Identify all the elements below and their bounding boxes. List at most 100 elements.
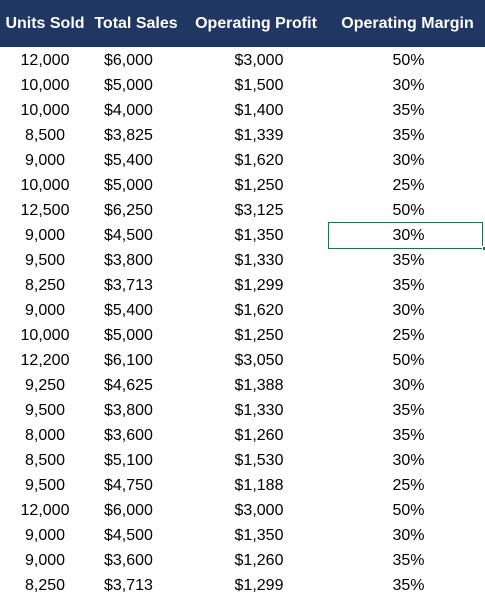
cell-total-sales[interactable]: $6,000 [104, 52, 153, 69]
cell-operating-margin[interactable]: 30% [392, 302, 425, 319]
cell-total-sales[interactable]: $4,625 [104, 377, 153, 394]
cell-total-sales[interactable]: $3,600 [104, 427, 153, 444]
cell-operating-profit[interactable]: $1,350 [234, 227, 284, 244]
cell-units-sold[interactable]: 12,500 [20, 202, 70, 219]
cell-operating-profit[interactable]: $1,260 [234, 427, 284, 444]
cell-total-sales[interactable]: $4,000 [104, 102, 153, 119]
cell-operating-margin[interactable]: 25% [392, 477, 425, 494]
cell-units-sold[interactable]: 8,250 [24, 277, 66, 294]
cell-units-sold[interactable]: 10,000 [20, 177, 70, 194]
cell-operating-margin[interactable]: 50% [392, 352, 425, 369]
cell-operating-profit[interactable]: $1,260 [234, 552, 284, 569]
cell-units-sold[interactable]: 9,000 [24, 227, 66, 244]
cell-units-sold[interactable]: 8,500 [24, 452, 66, 469]
cell-operating-profit[interactable]: $3,050 [234, 352, 284, 369]
cell-units-sold[interactable]: 12,000 [20, 502, 70, 519]
cell-operating-margin[interactable]: 35% [392, 552, 425, 569]
cell-units-sold[interactable]: 9,500 [24, 477, 66, 494]
cell-operating-margin[interactable]: 50% [392, 202, 425, 219]
cell-total-sales[interactable]: $5,000 [104, 327, 153, 344]
cell-operating-margin[interactable]: 30% [392, 452, 425, 469]
table-row: 9,500 $3,800 $1,330 35% [0, 398, 485, 423]
cell-units-sold[interactable]: 10,000 [20, 77, 70, 94]
cell-operating-margin[interactable]: 35% [392, 577, 425, 594]
cell-operating-margin[interactable]: 35% [392, 102, 425, 119]
cell-total-sales[interactable]: $4,500 [104, 227, 153, 244]
table-row: 10,000 $5,000 $1,250 25% [0, 323, 485, 348]
header-total-sales[interactable]: Total Sales [94, 15, 178, 32]
cell-units-sold[interactable]: 9,250 [24, 377, 66, 394]
cell-total-sales[interactable]: $5,100 [104, 452, 153, 469]
cell-operating-profit[interactable]: $1,188 [234, 477, 284, 494]
cell-units-sold[interactable]: 8,000 [24, 427, 66, 444]
cell-total-sales[interactable]: $3,713 [104, 277, 153, 294]
table-row: 12,000 $6,000 $3,000 50% [0, 48, 485, 73]
cell-operating-margin[interactable]: 30% [392, 152, 425, 169]
cell-total-sales[interactable]: $5,000 [104, 77, 153, 94]
cell-operating-profit[interactable]: $1,350 [234, 527, 284, 544]
cell-total-sales[interactable]: $3,713 [104, 577, 153, 594]
cell-operating-margin[interactable]: 35% [392, 252, 425, 269]
cell-operating-profit[interactable]: $1,330 [234, 252, 284, 269]
cell-total-sales[interactable]: $3,600 [104, 552, 153, 569]
cell-operating-profit[interactable]: $1,330 [234, 402, 284, 419]
cell-operating-profit[interactable]: $1,299 [234, 277, 284, 294]
cell-total-sales[interactable]: $6,100 [104, 352, 153, 369]
cell-units-sold[interactable]: 12,200 [20, 352, 70, 369]
cell-units-sold[interactable]: 8,500 [24, 127, 66, 144]
cell-operating-margin[interactable]: 35% [392, 427, 425, 444]
selected-cell-operating-margin[interactable]: 30% [328, 222, 485, 251]
table-row: 9,000 $3,600 $1,260 35% [0, 548, 485, 573]
cell-operating-margin[interactable]: 25% [392, 177, 425, 194]
table-row: 9,000 $4,500 $1,350 30% [0, 523, 485, 548]
header-operating-margin[interactable]: Operating Margin [341, 15, 474, 32]
cell-operating-profit[interactable]: $1,400 [234, 102, 284, 119]
cell-operating-profit[interactable]: $1,530 [234, 452, 284, 469]
cell-units-sold[interactable]: 9,500 [24, 402, 66, 419]
cell-operating-profit[interactable]: $3,125 [234, 202, 284, 219]
cell-units-sold[interactable]: 8,250 [24, 577, 66, 594]
cell-operating-profit[interactable]: $1,250 [234, 177, 284, 194]
cell-operating-margin[interactable]: 35% [392, 127, 425, 144]
cell-operating-margin[interactable]: 30% [392, 377, 425, 394]
cell-operating-profit[interactable]: $3,000 [234, 52, 284, 69]
cell-units-sold[interactable]: 9,500 [24, 252, 66, 269]
cell-operating-profit[interactable]: $1,620 [234, 302, 284, 319]
cell-operating-profit[interactable]: $1,339 [234, 127, 284, 144]
cell-operating-margin[interactable]: 35% [392, 402, 425, 419]
cell-total-sales[interactable]: $5,400 [104, 152, 153, 169]
cell-operating-profit[interactable]: $3,000 [234, 502, 284, 519]
cell-units-sold[interactable]: 10,000 [20, 327, 70, 344]
cell-units-sold[interactable]: 9,000 [24, 302, 66, 319]
cell-operating-profit[interactable]: $1,250 [234, 327, 284, 344]
cell-total-sales[interactable]: $4,750 [104, 477, 153, 494]
cell-operating-profit[interactable]: $1,620 [234, 152, 284, 169]
cell-units-sold[interactable]: 12,000 [20, 52, 70, 69]
cell-operating-profit[interactable]: $1,388 [234, 377, 284, 394]
cell-operating-margin[interactable]: 35% [392, 277, 425, 294]
header-units-sold[interactable]: Units Sold [5, 15, 85, 32]
cell-total-sales[interactable]: $4,500 [104, 527, 153, 544]
cell-operating-margin[interactable]: 50% [392, 502, 425, 519]
cell-operating-margin[interactable]: 30% [392, 77, 425, 94]
cell-total-sales[interactable]: $6,000 [104, 502, 153, 519]
cell-operating-profit[interactable]: $1,299 [234, 577, 284, 594]
cell-total-sales[interactable]: $3,800 [104, 252, 153, 269]
cell-total-sales[interactable]: $6,250 [104, 202, 153, 219]
cell-units-sold[interactable]: 9,000 [24, 152, 66, 169]
cell-total-sales[interactable]: $3,800 [104, 402, 153, 419]
cell-operating-margin[interactable]: 30% [392, 527, 425, 544]
table-row: 8,000 $3,600 $1,260 35% [0, 423, 485, 448]
cell-units-sold[interactable]: 10,000 [20, 102, 70, 119]
cell-operating-margin[interactable]: 50% [392, 52, 425, 69]
cell-operating-margin[interactable]: 25% [392, 327, 425, 344]
header-operating-profit[interactable]: Operating Profit [195, 15, 317, 32]
cell-total-sales[interactable]: $3,825 [104, 127, 153, 144]
cell-units-sold[interactable]: 9,000 [24, 552, 66, 569]
cell-units-sold[interactable]: 9,000 [24, 527, 66, 544]
cell-total-sales[interactable]: $5,000 [104, 177, 153, 194]
table-row: 12,500 $6,250 $3,125 50% [0, 198, 485, 223]
cell-operating-profit[interactable]: $1,500 [234, 77, 284, 94]
table-row: 10,000 $5,000 $1,250 25% [0, 173, 485, 198]
cell-total-sales[interactable]: $5,400 [104, 302, 153, 319]
